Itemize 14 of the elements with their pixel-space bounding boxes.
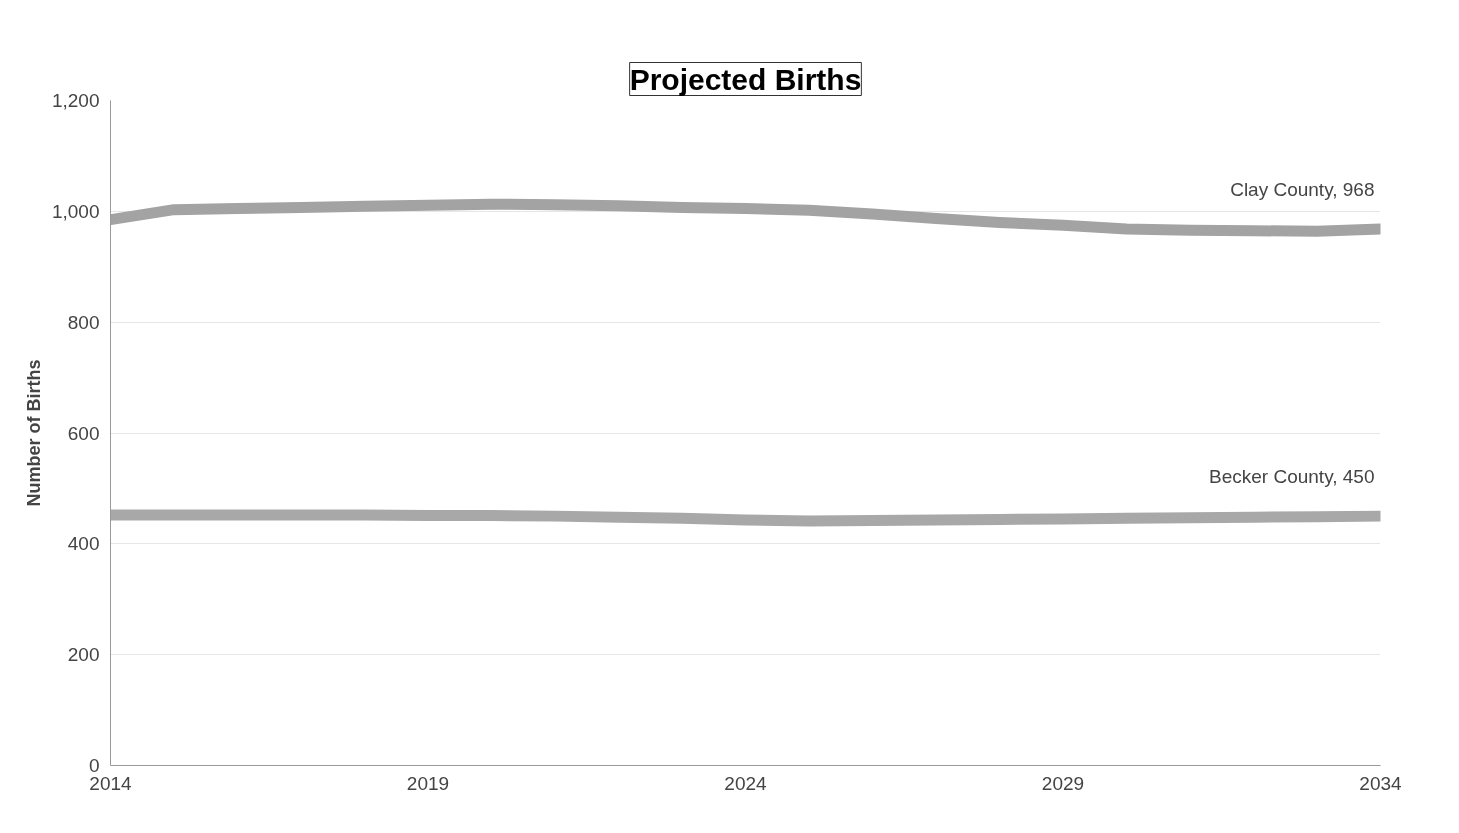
y-tick-label: 600 — [67, 422, 100, 444]
x-tick-label: 2029 — [1041, 772, 1085, 794]
y-tick-label: 1,200 — [51, 90, 100, 111]
x-tick-label: 2024 — [724, 772, 768, 794]
annotation: Becker County, 450 — [1209, 465, 1375, 487]
chart-title: Projected Births — [629, 62, 862, 96]
y-tick-label: 200 — [67, 644, 100, 666]
y-tick-label: 400 — [67, 533, 100, 555]
y-tick-label: 1,000 — [51, 200, 100, 222]
x-tick-label: 2034 — [1359, 772, 1403, 794]
x-tick-label: 2019 — [406, 772, 450, 794]
y-tick-label: 800 — [67, 311, 100, 333]
annotation: Clay County, 968 — [1230, 178, 1375, 200]
y-axis-title: Number of Births — [23, 359, 44, 507]
